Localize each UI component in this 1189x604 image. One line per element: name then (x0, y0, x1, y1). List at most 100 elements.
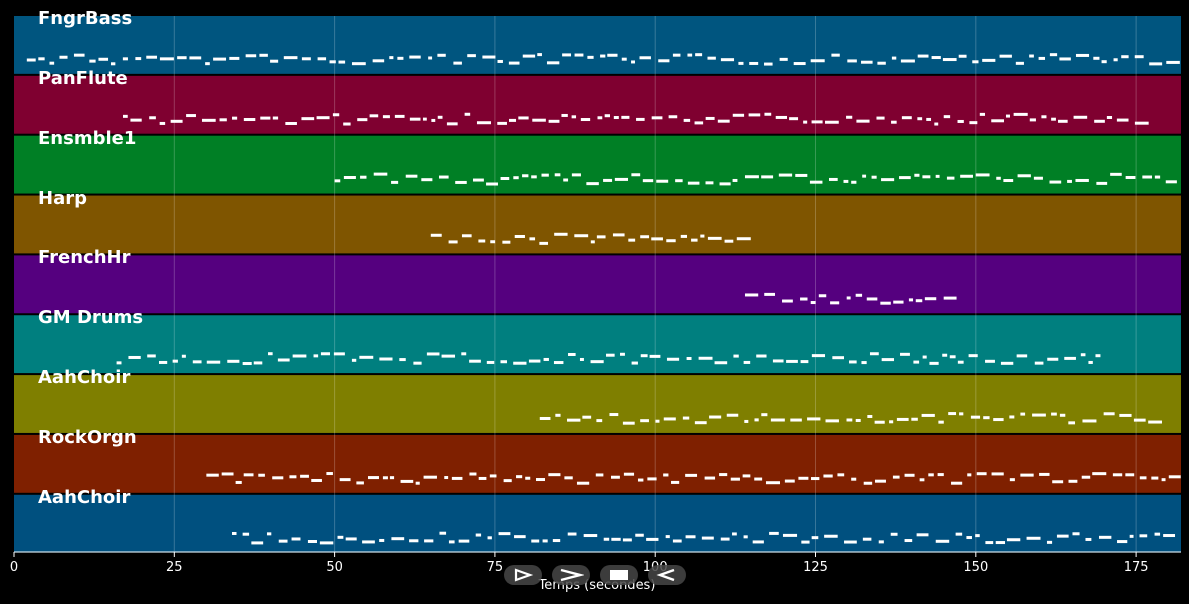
note (260, 116, 271, 120)
note (938, 420, 944, 424)
note (609, 413, 619, 417)
note (639, 56, 651, 60)
note (911, 417, 918, 421)
note (995, 541, 1006, 545)
note (539, 416, 551, 420)
note (686, 356, 692, 360)
note (497, 59, 503, 63)
note (300, 474, 309, 478)
note (935, 174, 940, 178)
note (943, 115, 951, 119)
note (922, 175, 931, 179)
note (935, 539, 950, 543)
note (571, 173, 581, 177)
note (490, 240, 496, 244)
note (913, 360, 920, 364)
note (891, 56, 897, 60)
note (319, 541, 334, 545)
play-button[interactable] (504, 565, 542, 585)
note (807, 417, 821, 421)
track-band (14, 16, 1181, 74)
note (631, 60, 635, 64)
note (647, 477, 657, 481)
track-label: Harp (38, 187, 87, 209)
note (448, 540, 455, 544)
note (685, 473, 698, 477)
note (866, 297, 878, 301)
note (537, 53, 542, 57)
note (705, 116, 715, 120)
note (1093, 56, 1100, 60)
note (691, 238, 698, 242)
note (832, 356, 845, 360)
note (1033, 176, 1043, 180)
note (1149, 62, 1163, 66)
track-band (14, 434, 1181, 493)
note (1073, 115, 1088, 119)
note (1068, 479, 1078, 483)
note (1052, 480, 1064, 484)
note (307, 540, 317, 544)
note (744, 175, 759, 179)
note (525, 476, 531, 480)
note (975, 534, 980, 538)
note (1139, 476, 1147, 480)
note (646, 537, 659, 541)
note (635, 533, 644, 537)
note (382, 115, 390, 119)
note (671, 480, 680, 484)
note (339, 478, 351, 482)
note (266, 532, 272, 536)
note (672, 53, 681, 57)
note (487, 536, 492, 540)
track-label: AahChoir (38, 486, 131, 508)
note (149, 116, 156, 120)
note (555, 413, 561, 417)
note (665, 535, 670, 539)
note (1117, 540, 1128, 544)
note (464, 112, 471, 116)
note (201, 118, 216, 122)
note (604, 114, 610, 118)
note (426, 352, 440, 356)
note (89, 59, 96, 63)
note (1103, 412, 1115, 416)
note (637, 478, 644, 482)
note (606, 353, 615, 357)
note (744, 293, 759, 297)
note (448, 240, 458, 244)
note (213, 57, 227, 61)
note (424, 539, 434, 543)
note (764, 62, 773, 66)
note (277, 358, 290, 362)
note (334, 179, 341, 183)
note (542, 539, 548, 543)
note (694, 121, 704, 125)
note (603, 537, 610, 541)
note (562, 53, 572, 57)
note (612, 233, 625, 237)
note (970, 415, 981, 419)
note (313, 354, 319, 358)
note (391, 537, 405, 541)
note (917, 117, 923, 121)
note (405, 174, 418, 178)
note (901, 116, 912, 120)
stop-button[interactable] (600, 565, 638, 585)
note (1047, 357, 1059, 361)
note (704, 476, 716, 480)
note (486, 182, 498, 186)
note (943, 296, 957, 300)
note (453, 61, 462, 65)
forward-button[interactable] (552, 565, 590, 585)
note (1015, 61, 1024, 65)
note (1099, 535, 1112, 539)
note (714, 361, 728, 365)
rewind-button[interactable] (648, 565, 686, 585)
note (332, 113, 340, 117)
note (455, 180, 467, 184)
note (567, 532, 577, 536)
note (613, 116, 619, 120)
note (666, 357, 680, 361)
note (1059, 413, 1066, 417)
